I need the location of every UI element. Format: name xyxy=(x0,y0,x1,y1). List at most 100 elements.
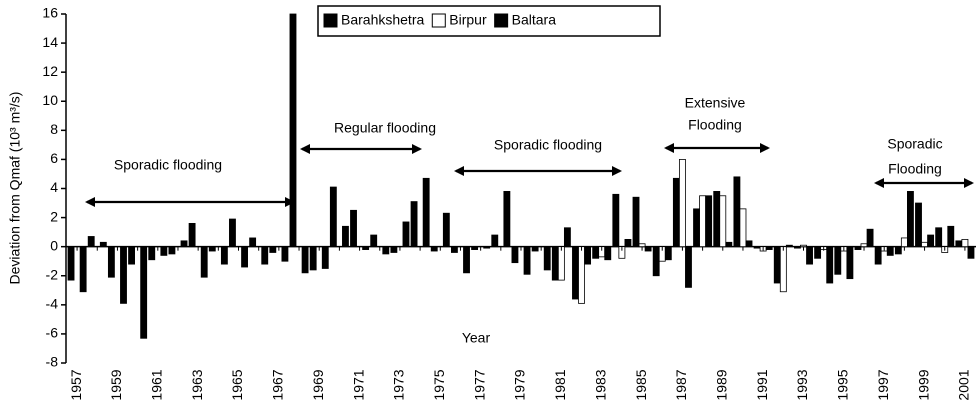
y-tick-label: 4 xyxy=(50,179,58,195)
bar xyxy=(563,227,571,248)
bar xyxy=(483,246,491,249)
bar xyxy=(955,240,963,248)
bar xyxy=(180,240,188,248)
bar xyxy=(289,13,297,248)
x-tick-label: 1961 xyxy=(149,369,165,400)
bar xyxy=(638,243,646,248)
bar xyxy=(886,246,894,256)
annotation: Regular flooding xyxy=(334,120,436,136)
bar xyxy=(463,246,470,274)
y-tick-label: -6 xyxy=(46,325,59,341)
bar xyxy=(329,186,337,248)
bar xyxy=(321,246,329,269)
bar xyxy=(200,246,208,278)
legend-swatch xyxy=(323,13,338,28)
bar xyxy=(713,191,721,248)
legend-label: Baltara xyxy=(512,12,557,28)
bar xyxy=(229,218,236,248)
y-tick-label: 8 xyxy=(50,121,58,137)
bar xyxy=(442,212,450,248)
y-tick-label: -2 xyxy=(46,266,59,282)
y-tick-label: 0 xyxy=(50,237,58,253)
bar xyxy=(705,195,713,248)
bar xyxy=(422,177,430,248)
bar xyxy=(834,246,842,275)
bar xyxy=(511,246,519,264)
bar xyxy=(921,241,928,248)
y-tick-label: 6 xyxy=(50,150,58,166)
x-tick-label: 1957 xyxy=(68,369,84,400)
bar xyxy=(107,246,115,278)
y-tick-label: 14 xyxy=(42,34,58,50)
x-tick-label: 1987 xyxy=(673,369,689,400)
bar xyxy=(915,202,922,248)
bar xyxy=(693,208,700,248)
bar xyxy=(794,246,801,249)
y-tick-label: 12 xyxy=(42,63,58,79)
bar xyxy=(79,246,87,293)
bar xyxy=(935,227,943,248)
bar xyxy=(342,225,349,248)
bar xyxy=(402,221,410,248)
bar xyxy=(753,246,761,249)
y-tick-label: 16 xyxy=(42,5,58,21)
bar xyxy=(685,246,692,288)
bar xyxy=(390,246,398,253)
bar xyxy=(87,236,95,248)
bar xyxy=(652,246,660,277)
annotation: Sporadic flooding xyxy=(494,137,602,153)
bar xyxy=(281,246,289,262)
bar xyxy=(719,195,727,248)
bar xyxy=(860,243,868,248)
bar xyxy=(874,246,882,265)
bar xyxy=(632,196,640,248)
bar xyxy=(806,246,813,265)
bar xyxy=(450,246,458,253)
bar xyxy=(491,234,499,248)
bar xyxy=(672,177,680,248)
bar xyxy=(947,225,955,248)
bar xyxy=(967,246,975,259)
bar xyxy=(785,244,793,248)
bar xyxy=(241,246,248,268)
bar xyxy=(382,246,390,255)
bar xyxy=(739,208,747,248)
bar xyxy=(854,246,862,250)
x-tick-label: 1969 xyxy=(310,369,326,400)
x-axis-label: Year xyxy=(462,330,491,346)
legend-label: Birpur xyxy=(449,12,487,28)
bar xyxy=(907,191,914,248)
bar xyxy=(220,246,228,265)
bar xyxy=(471,246,479,250)
y-tick-label: 2 xyxy=(50,208,58,224)
bar xyxy=(733,176,741,248)
bar xyxy=(148,246,156,261)
bar xyxy=(503,191,511,248)
bar xyxy=(208,246,216,252)
bar xyxy=(779,246,787,293)
bar xyxy=(800,244,807,248)
bar xyxy=(551,246,559,281)
legend-label: Barahkshetra xyxy=(341,12,424,28)
bar xyxy=(160,246,168,256)
x-tick-label: 1993 xyxy=(794,369,810,400)
annotation: Sporadic xyxy=(887,136,942,152)
x-tick-label: 1997 xyxy=(875,369,891,400)
bar xyxy=(814,246,822,259)
x-tick-label: 1999 xyxy=(915,369,931,400)
bar xyxy=(128,246,135,265)
bar xyxy=(99,241,107,248)
bar xyxy=(699,195,707,248)
annotation: Flooding xyxy=(888,161,942,177)
bar xyxy=(866,228,874,248)
bar xyxy=(678,159,686,248)
x-tick-label: 1979 xyxy=(512,369,528,400)
bar xyxy=(531,246,539,252)
bar xyxy=(745,240,753,248)
x-tick-label: 1989 xyxy=(713,369,729,400)
y-axis-label: Deviation from Qmaf (10³ m³/s) xyxy=(7,92,23,285)
x-tick-label: 1963 xyxy=(189,369,205,400)
bar xyxy=(269,246,277,253)
bar xyxy=(604,246,612,261)
bar xyxy=(773,246,781,284)
